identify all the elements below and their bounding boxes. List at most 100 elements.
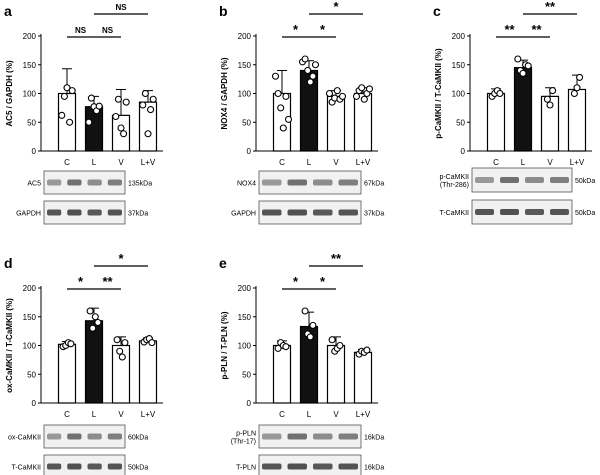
blot-image [43,454,126,475]
bar [138,340,158,404]
blot-label: GAPDH [16,211,41,218]
x-tick-label: V [118,410,124,419]
blot-band [262,209,282,216]
data-point [149,95,157,103]
data-point [352,92,361,100]
blot-band [313,179,333,186]
blot-band [87,463,102,470]
data-point [144,130,152,138]
data-point [306,333,314,341]
blot-band [313,463,333,470]
blot-band [87,433,102,440]
blot-label: AC5 [27,181,41,188]
blot-label: p-CaMKII (Thr-286) [439,174,469,189]
bar [567,88,587,152]
data-point [514,55,522,63]
y-tick-label: 150 [23,313,37,322]
blot-band [313,433,333,440]
data-point [301,307,309,315]
data-point [139,101,147,109]
data-point [277,104,285,112]
significance-label: * [118,251,124,266]
blot-band [550,209,569,215]
blot-band [262,463,282,470]
blot-band [287,463,307,470]
panel-letter: a [4,3,12,19]
data-point [63,84,71,92]
significance-label: ** [102,274,113,289]
blot-label: p-PLN (Thr-17) [231,431,256,446]
data-point [271,72,280,80]
blot-size-label: 16kDa [364,465,384,472]
x-tick-label: L+V [356,410,371,419]
significance-label: ** [545,0,556,14]
data-point [549,87,557,95]
blot-band [47,179,62,186]
y-tick-label: 150 [238,313,252,322]
data-point [360,95,368,103]
y-tick-label: 50 [27,118,36,127]
x-tick-label: L+V [141,158,156,167]
blot-size-label: 67kDa [364,181,384,188]
bar [272,344,292,404]
blot-image [258,200,362,225]
y-tick-label: 200 [452,32,466,41]
data-point [120,130,128,138]
x-tick-label: L+V [141,410,156,419]
bar [84,320,104,404]
data-point [309,72,317,80]
x-tick-label: C [279,410,285,419]
blot-band [338,463,358,470]
data-point [95,102,103,110]
data-point [68,87,76,95]
data-point [543,95,551,103]
data-point [284,115,293,123]
y-axis-label: ox-CaMKII / T-CaMKII (%) [5,298,14,393]
data-point [325,89,334,98]
blot-band [87,179,102,186]
panel-letter: b [219,3,228,19]
x-tick-label: C [493,158,499,167]
blot-size-label: 50kDa [575,178,595,185]
x-tick-label: V [333,410,339,419]
data-point [365,85,374,93]
data-point [86,307,94,315]
y-tick-label: 50 [456,118,465,127]
blot-label: T-CaMKII [11,465,41,472]
y-tick-label: 50 [242,370,251,379]
significance-label: ** [331,251,342,266]
data-point [358,84,366,92]
data-point [114,95,122,103]
y-tick-label: 200 [238,284,252,293]
data-point [546,101,554,109]
significance-label: * [293,274,299,289]
data-point [301,55,309,63]
data-point [274,89,282,98]
significance-label: * [320,274,326,289]
x-tick-label: C [64,158,70,167]
data-point [66,118,74,126]
significance-label: * [78,274,84,289]
data-point [306,78,314,86]
data-point [282,92,290,100]
data-point [328,336,336,344]
data-point [304,66,312,75]
data-point [519,69,527,77]
data-point [141,89,149,98]
blot-size-label: 16kDa [364,435,384,442]
blot-band [87,209,102,216]
blot-band [475,209,494,215]
blot-band [287,433,307,440]
y-tick-label: 100 [23,90,37,99]
blot-band [550,177,569,183]
data-point [570,89,578,98]
data-point [274,344,282,352]
data-point [89,324,97,332]
data-point [148,339,156,347]
y-tick-label: 50 [242,118,251,127]
x-tick-label: L [92,410,97,419]
blot-band [107,463,122,470]
x-tick-label: L [307,410,312,419]
data-point [85,118,93,126]
